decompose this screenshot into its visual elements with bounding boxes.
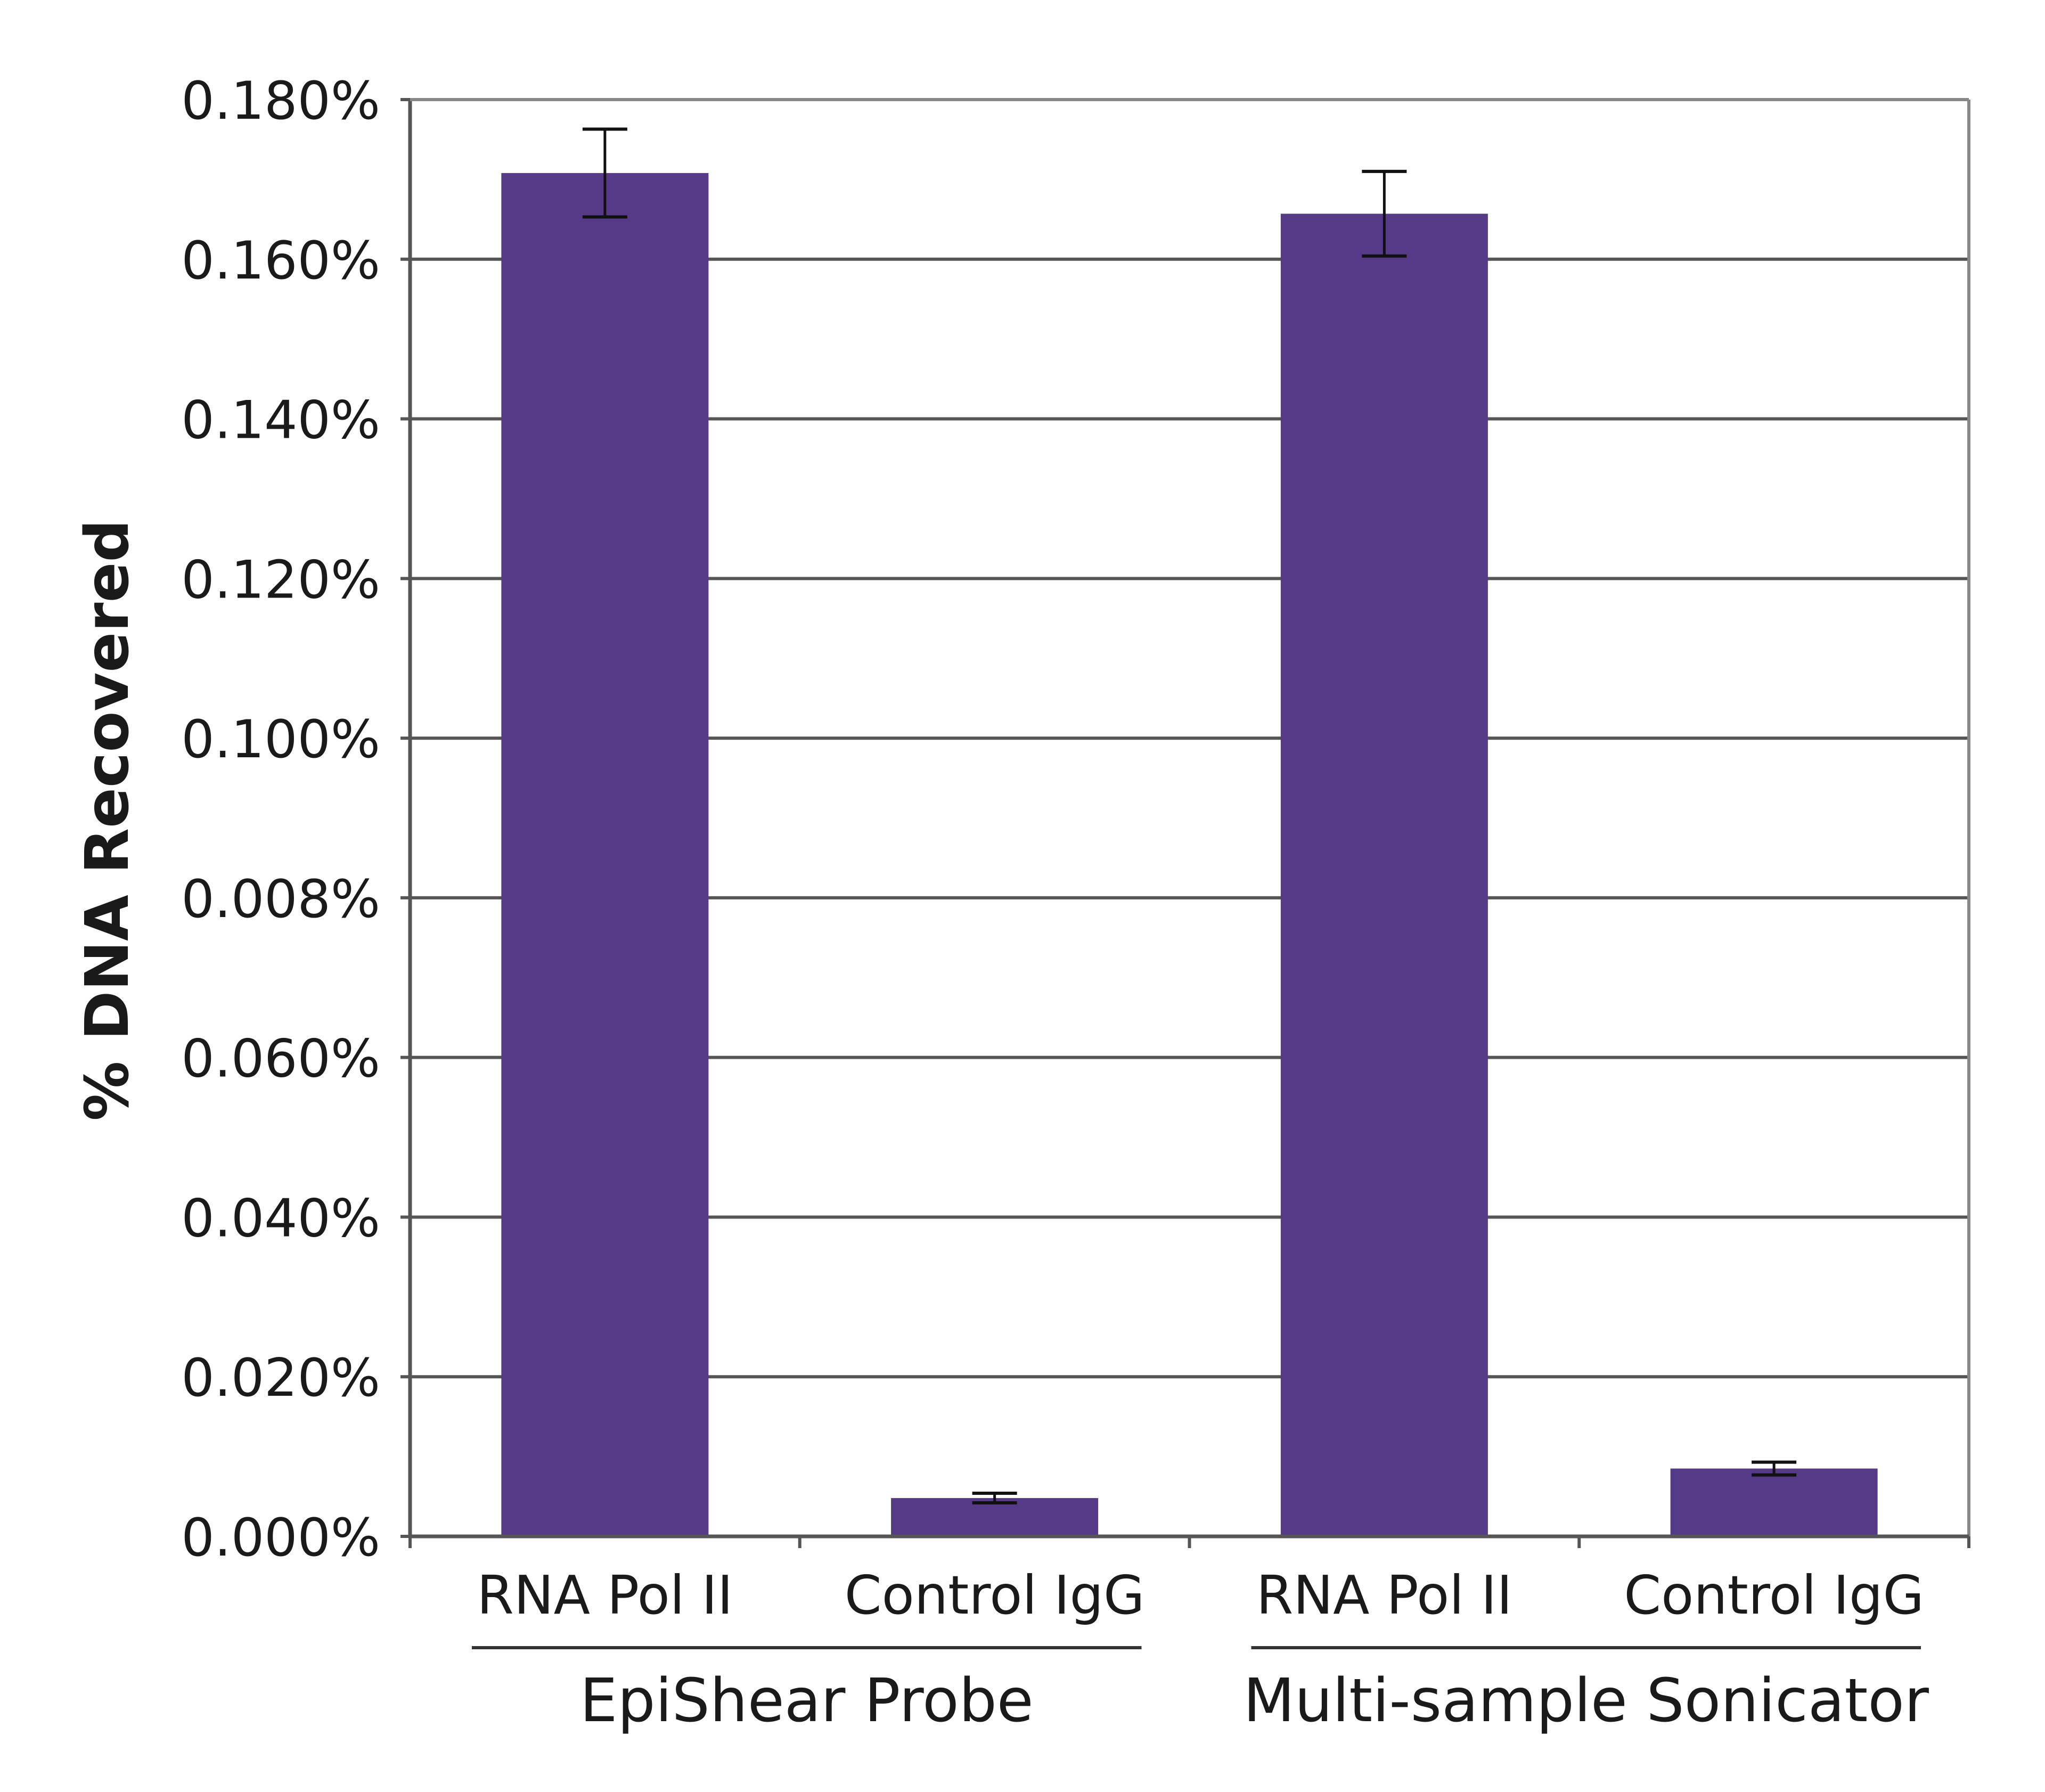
y-tick-label: 0.040% bbox=[181, 1188, 380, 1249]
axes bbox=[400, 98, 1970, 1548]
bar bbox=[501, 173, 709, 1537]
y-tick-label: 0.008% bbox=[181, 869, 380, 930]
y-tick-label: 0.060% bbox=[181, 1029, 380, 1090]
bar bbox=[1670, 1468, 1878, 1536]
y-tick-label: 0.020% bbox=[181, 1348, 380, 1409]
y-tick-label: 0.160% bbox=[181, 231, 380, 291]
y-tick-label: 0.100% bbox=[181, 709, 380, 770]
y-tick-label: 0.120% bbox=[181, 550, 380, 610]
y-tick-label: 0.140% bbox=[181, 390, 380, 451]
bar bbox=[1280, 214, 1488, 1537]
x-tick-label: Control IgG bbox=[1624, 1564, 1924, 1626]
x-tick-labels: RNA Pol II Control IgG RNA Pol II Control I… bbox=[477, 1564, 1924, 1626]
x-tick-label: Control IgG bbox=[845, 1564, 1145, 1626]
group-labels: EpiShear Probe Multi-sample Sonicator bbox=[472, 1646, 1929, 1736]
y-axis-label: % DNA Recovered bbox=[73, 519, 142, 1120]
x-tick-label: RNA Pol II bbox=[477, 1564, 733, 1626]
y-tick-labels: 0.000% 0.020% 0.040% 0.060% 0.008% 0.100% 0.12… bbox=[181, 71, 380, 1568]
group-label: Multi-sample Sonicator bbox=[1244, 1666, 1929, 1736]
x-tick-label: RNA Pol II bbox=[1256, 1564, 1512, 1626]
y-tick-label: 0.000% bbox=[181, 1508, 380, 1568]
y-tick-label: 0.180% bbox=[181, 71, 380, 132]
bars bbox=[501, 173, 1878, 1537]
group-label: EpiShear Probe bbox=[580, 1666, 1034, 1736]
error-bars bbox=[582, 127, 1797, 1505]
